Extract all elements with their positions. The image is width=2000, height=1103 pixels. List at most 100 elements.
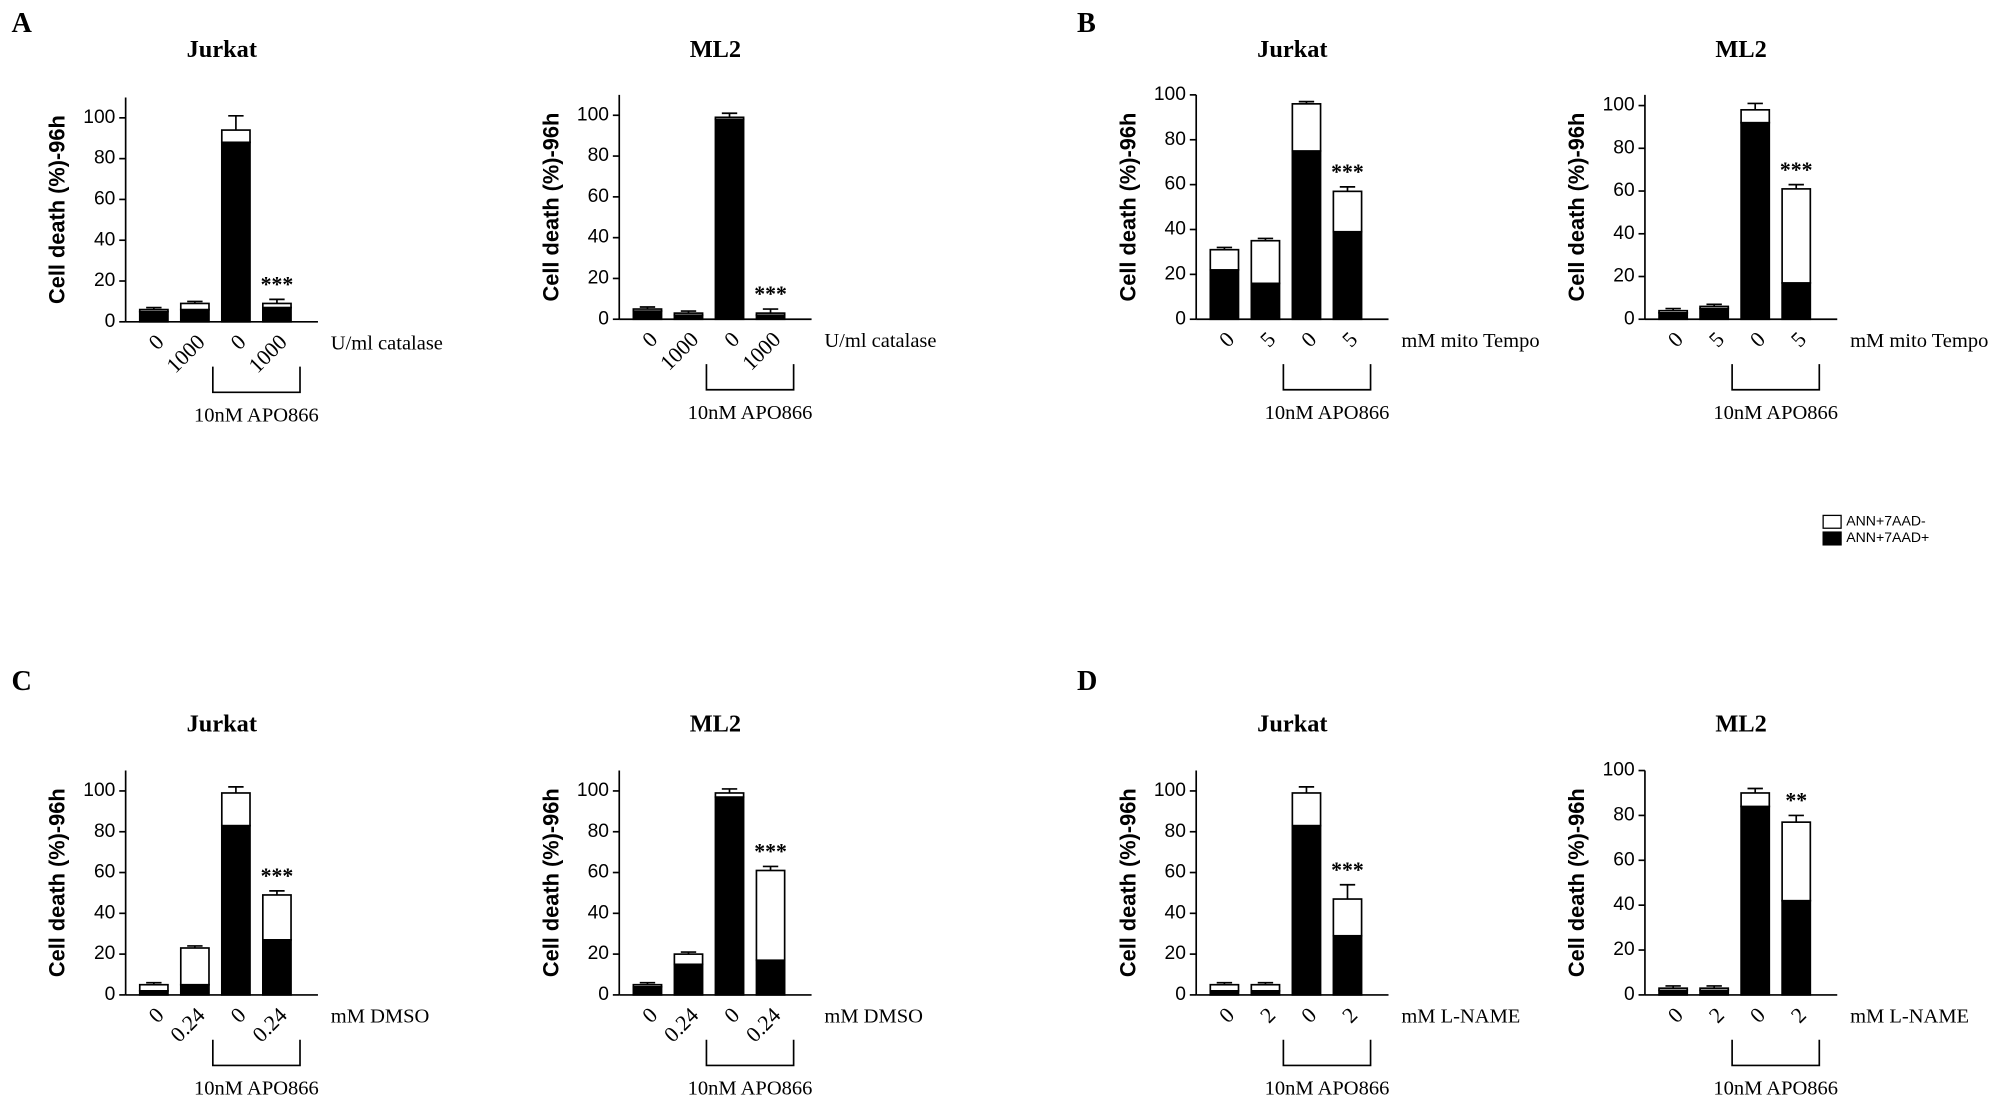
bar-segment — [1781, 899, 1812, 996]
x-tick-label: 0 — [1297, 327, 1322, 352]
y-tick-label: 100 — [577, 780, 609, 801]
bar-segment — [1332, 190, 1363, 233]
chart-title: ML2 — [690, 36, 741, 63]
significance: *** — [754, 840, 787, 864]
bar-segment — [714, 118, 745, 321]
x-axis-unit: mM DMSO — [824, 1006, 923, 1028]
significance: ** — [1785, 789, 1807, 813]
x-tick-label: 0 — [1745, 327, 1770, 352]
error-bar — [762, 865, 779, 871]
bar-segment — [179, 308, 210, 323]
bar-segment — [1740, 805, 1771, 996]
bar-segment — [1291, 103, 1322, 152]
y-tick-label: 80 — [94, 821, 115, 842]
group-bracket — [211, 366, 301, 394]
y-axis-label: Cell death (%)-96h — [1564, 788, 1589, 977]
error-bar — [680, 310, 697, 314]
x-tick-label: 5 — [1256, 327, 1281, 352]
x-tick-label: 0.24 — [166, 1003, 210, 1047]
x-tick-label: 5 — [1704, 327, 1729, 352]
error-bar — [1216, 246, 1233, 250]
x-tick-label: 0 — [638, 327, 663, 352]
x-tick-label: 5 — [1786, 327, 1811, 352]
bar-segment — [261, 894, 292, 941]
x-axis-unit: mM L-NAME — [1850, 1006, 1969, 1028]
bar-segment — [220, 824, 251, 996]
bar-segment — [220, 141, 251, 323]
x-axis-unit: mM L-NAME — [1401, 1006, 1520, 1028]
bar-segment — [138, 308, 169, 313]
y-tick-label: 20 — [1165, 943, 1186, 964]
x-axis-unit: mM DMSO — [331, 1006, 430, 1028]
y-tick-label: 60 — [94, 862, 115, 883]
y-tick-label: 60 — [588, 186, 609, 207]
bar-segment — [1291, 824, 1322, 996]
y-tick-label: 60 — [1613, 849, 1634, 870]
y-tick-label: 0 — [1175, 984, 1186, 1005]
bar-segment — [261, 939, 292, 996]
error-bar — [1339, 186, 1356, 192]
x-tick-label: 0.24 — [248, 1003, 292, 1047]
significance: *** — [1780, 158, 1813, 182]
significance: *** — [754, 282, 787, 306]
y-axis-label: Cell death (%)-96h — [538, 788, 563, 977]
bar-segment — [1291, 792, 1322, 827]
y-tick-label: 40 — [1613, 223, 1634, 244]
y-tick-label: 40 — [1165, 219, 1186, 240]
y-tick-label: 60 — [1165, 862, 1186, 883]
y-tick-label: 40 — [588, 227, 609, 248]
y-tick-label: 100 — [577, 104, 609, 125]
bar-segment — [673, 953, 704, 966]
bar-segment — [1209, 269, 1240, 321]
error-bar — [228, 786, 244, 793]
bar-segment — [1209, 248, 1240, 271]
legend-label: ANN+7AAD+ — [1846, 529, 1929, 545]
x-tick-label: 1000 — [655, 327, 703, 375]
legend-swatch — [1822, 514, 1842, 529]
y-tick-label: 60 — [1613, 180, 1634, 201]
y-tick-label: 80 — [1613, 137, 1634, 158]
x-tick-label: 1000 — [244, 330, 292, 378]
y-axis-label: Cell death (%)-96h — [538, 113, 563, 302]
bar-segment — [1781, 282, 1812, 321]
x-tick-label: 0 — [144, 1003, 169, 1028]
y-tick-label: 20 — [1613, 266, 1634, 287]
x-axis-unit: U/ml catalase — [824, 330, 936, 352]
bar-segment — [1658, 309, 1689, 314]
y-tick-label: 20 — [588, 268, 609, 289]
group-label: 10nM APO866 — [194, 1077, 319, 1099]
error-bar — [1747, 102, 1763, 110]
error-bar — [1788, 814, 1804, 823]
bar-segment — [632, 983, 663, 988]
bar-segment — [1740, 108, 1771, 124]
x-axis-unit: mM mito Tempo — [1850, 330, 1988, 352]
x-tick-label: 0 — [720, 327, 745, 352]
significance: *** — [261, 273, 294, 297]
y-tick-label: 80 — [588, 145, 609, 166]
x-tick-label: 0 — [1663, 327, 1688, 352]
group-bracket — [705, 1039, 795, 1067]
bar-segment — [1291, 150, 1322, 321]
chart-title: ML2 — [1715, 710, 1766, 737]
bar-segment — [138, 310, 169, 323]
group-label: 10nM APO866 — [688, 402, 813, 424]
y-axis-label: Cell death (%)-96h — [45, 788, 70, 977]
bar-segment — [1250, 282, 1281, 321]
y-axis-label: Cell death (%)-96h — [1115, 788, 1140, 977]
bar-segment — [1699, 305, 1730, 310]
group-bracket — [1731, 364, 1821, 391]
bar-segment — [632, 310, 663, 321]
bar-segment — [261, 306, 292, 323]
error-bar — [146, 981, 162, 985]
bar-segment — [1740, 121, 1771, 321]
bar-segment — [714, 796, 745, 996]
y-tick-label: 80 — [1613, 804, 1634, 825]
y-tick-label: 20 — [1613, 939, 1634, 960]
x-tick-label: 0 — [1745, 1003, 1770, 1028]
error-bar — [146, 306, 162, 310]
error-bar — [1747, 787, 1763, 793]
chart-title: Jurkat — [1257, 710, 1327, 737]
bar-segment — [673, 312, 704, 316]
chart-title: Jurkat — [1257, 36, 1327, 63]
